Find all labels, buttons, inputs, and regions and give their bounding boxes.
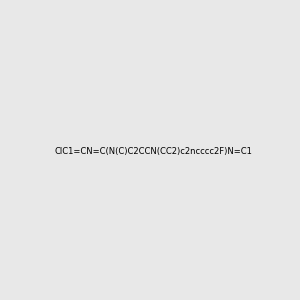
Text: ClC1=CN=C(N(C)C2CCN(CC2)c2ncccc2F)N=C1: ClC1=CN=C(N(C)C2CCN(CC2)c2ncccc2F)N=C1 (55, 147, 253, 156)
